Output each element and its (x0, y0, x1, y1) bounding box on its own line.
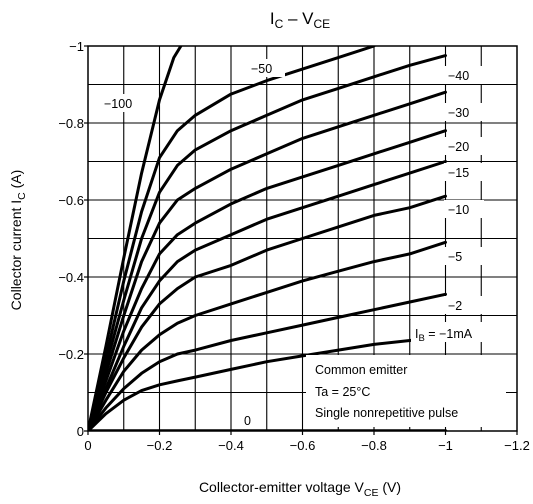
ylabel-text: Collector current I (8, 200, 24, 310)
curve-label-text: −2 (448, 299, 462, 313)
curve-label-text: IB = −1mA (415, 327, 473, 344)
ylabel-sub: C (16, 192, 28, 200)
curve-label-bg (444, 103, 484, 121)
y-tick-label: −0.2 (58, 347, 84, 362)
curve-label-9: IB = −1mA (411, 322, 507, 344)
annotation-line-1: Common emitter (315, 363, 407, 377)
title-main-sub: C (275, 17, 284, 31)
y-tick-label: −1 (69, 39, 84, 54)
curve-label-text: −40 (448, 69, 469, 83)
curve-8 (88, 292, 447, 431)
curve-label-text: 0 (244, 414, 251, 428)
curve-label-7: −5 (444, 247, 484, 265)
curve-label-text: −100 (104, 97, 132, 111)
xlabel-sub: CE (364, 487, 379, 499)
y-axis-label: Collector current IC (A) (8, 170, 28, 311)
x-tick-label: 0 (84, 438, 91, 453)
xlabel-text: Collector-emitter voltage V (199, 479, 365, 495)
curve-2 (88, 54, 447, 431)
curve-7 (88, 240, 447, 431)
tick-labels: 0 −0.2 −0.4 −0.6 −0.8 −1 −1.2 0 −0.2 −0.4 −0.6 −0.8… (58, 39, 530, 453)
curve-label-text: −10 (448, 203, 469, 217)
curve-label-text: −15 (448, 166, 469, 180)
y-tick-label: −0.6 (58, 193, 84, 208)
title-sep: – V (283, 9, 314, 28)
y-tick-label: 0 (77, 424, 84, 439)
curve-3 (88, 90, 447, 431)
curve-label-bg (444, 200, 484, 218)
annotation-line-3: Single nonrepetitive pulse (315, 406, 458, 420)
xlabel-unit: (V) (378, 479, 401, 495)
curve-label-bg (247, 59, 285, 77)
curve-label-10: 0 (240, 413, 260, 429)
x-tick-label: −1 (438, 438, 453, 453)
curve-label-bg (444, 163, 484, 181)
curve-label-0: −100 (100, 94, 148, 112)
curve-4 (88, 129, 447, 431)
x-tick-label: −0.6 (290, 438, 316, 453)
y-tick-label: −0.4 (58, 270, 84, 285)
curve-5 (88, 160, 447, 431)
x-tick-label: −0.8 (361, 438, 387, 453)
annotation-background (306, 355, 506, 427)
curve-label-text: −20 (448, 140, 469, 154)
curve-6 (88, 194, 447, 431)
y-tick-label: −0.8 (58, 116, 84, 131)
annotation-box: Common emitter Ta = 25°C Single nonrepet… (306, 355, 506, 427)
curve-label-8: −2 (444, 296, 484, 314)
curve-label-6: −10 (444, 200, 484, 218)
x-tick-label: −0.2 (147, 438, 173, 453)
annotation-line-2: Ta = 25°C (315, 385, 370, 399)
curve-label-bg (444, 137, 484, 155)
plot-frame (87, 45, 518, 432)
title-main: I (270, 9, 275, 28)
curve-labels: −100 −50 −40 −30 −20 −15 −10 −5 −2 IB = −1mA 0 (100, 59, 507, 429)
chart-title: IC – VCE (270, 9, 330, 31)
curve-label-text: −50 (251, 62, 272, 76)
curve-label-4: −20 (444, 137, 484, 155)
curve-label-bg (240, 413, 260, 429)
curve-label-2: −40 (444, 66, 484, 84)
x-axis-label: Collector-emitter voltage VCE (V) (199, 479, 401, 499)
curve-0 (88, 46, 183, 431)
curve-label-3: −30 (444, 103, 484, 121)
x-tick-label: −1.2 (504, 438, 530, 453)
curves (88, 46, 448, 431)
ylabel-unit: (A) (8, 170, 24, 193)
curve-label-text: −30 (448, 106, 469, 120)
curve-label-bg (411, 322, 507, 342)
x-tick-label: −0.4 (218, 438, 244, 453)
curve-label-bg (444, 247, 484, 265)
curve-label-bg (444, 296, 484, 314)
curve-label-5: −15 (444, 163, 484, 181)
curve-label-1: −50 (247, 59, 285, 77)
title-sep-sub: CE (313, 17, 330, 31)
curve-label-bg (100, 94, 148, 112)
curve-label-text: −5 (448, 250, 462, 264)
curve-9 (88, 335, 447, 431)
curve-1 (88, 46, 376, 431)
curve-label-bg (444, 66, 484, 84)
